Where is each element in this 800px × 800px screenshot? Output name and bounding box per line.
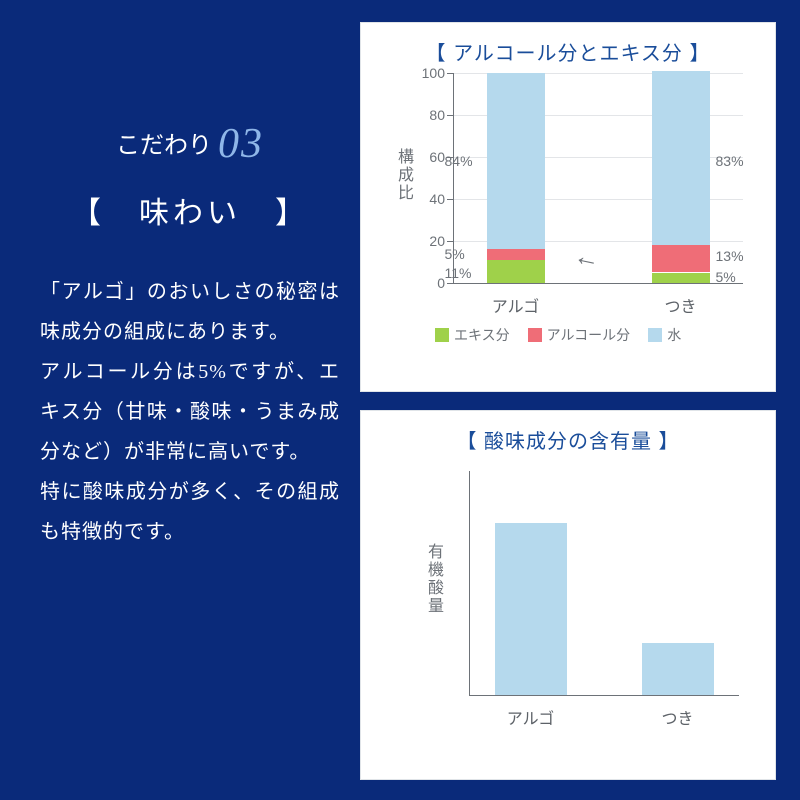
kodawari-number: 03 xyxy=(218,121,264,167)
chart1-plot: 020406080100構成比アルゴ11%5%84%つき5%13%83%← xyxy=(453,73,743,283)
chart2-title: 【 酸味成分の含有量 】 xyxy=(361,411,775,454)
y-axis xyxy=(469,471,470,695)
ytick-label: 20 xyxy=(429,233,445,249)
ajiwai-heading: 【 味わい 】 xyxy=(40,188,340,232)
x-category-label: つき xyxy=(661,705,693,729)
x-axis xyxy=(453,283,743,284)
arrow-icon: ← xyxy=(571,241,603,276)
chart1-legend: エキス分 アルコール分 水 xyxy=(435,325,681,345)
legend-item: エキス分 xyxy=(435,325,510,345)
bar-value-label: 84% xyxy=(445,153,473,169)
legend-label: エキス分 xyxy=(454,325,510,345)
x-axis xyxy=(469,695,739,696)
bar-segment xyxy=(487,249,545,260)
legend-item: アルコール分 xyxy=(528,325,631,345)
x-category-label: アルゴ xyxy=(507,705,555,729)
bar-value-label: 11% xyxy=(445,265,472,281)
legend-swatch xyxy=(648,328,662,342)
bar xyxy=(642,643,714,695)
kodawari-heading: こだわり03 xyxy=(40,120,340,168)
ytick-label: 80 xyxy=(429,107,445,123)
ytick-label: 40 xyxy=(429,191,445,207)
bar-segment xyxy=(652,71,710,245)
bar-segment xyxy=(652,273,710,284)
chart2-plot: 有機酸量アルゴつき xyxy=(469,471,739,695)
legend-label: 水 xyxy=(667,325,681,345)
chart2-ylabel: 有機酸量 xyxy=(421,543,445,615)
bar-value-label: 13% xyxy=(716,248,744,264)
chart1-title: 【 アルコール分とエキス分 】 xyxy=(361,23,775,66)
ytick-label: 60 xyxy=(429,149,445,165)
legend-swatch xyxy=(528,328,542,342)
legend-label: アルコール分 xyxy=(547,325,631,345)
bar-value-label: 5% xyxy=(716,269,736,285)
kodawari-label: こだわり xyxy=(116,133,212,159)
x-category-label: アルゴ xyxy=(492,293,540,317)
bar-segment xyxy=(487,73,545,249)
bar-value-label: 5% xyxy=(445,246,465,262)
chart1-ylabel: 構成比 xyxy=(391,148,415,202)
bar-segment xyxy=(652,245,710,272)
left-column: こだわり03 【 味わい 】 「アルゴ」のおいしさの秘密は味成分の組成にあります… xyxy=(40,120,340,552)
legend-swatch xyxy=(435,328,449,342)
x-category-label: つき xyxy=(664,293,696,317)
chart-composition: 【 アルコール分とエキス分 】 020406080100構成比アルゴ11%5%8… xyxy=(360,22,776,392)
legend-item: 水 xyxy=(648,325,681,345)
ytick-label: 100 xyxy=(422,65,445,81)
bar-value-label: 83% xyxy=(716,153,744,169)
chart-acidity: 【 酸味成分の含有量 】 有機酸量アルゴつき xyxy=(360,410,776,780)
bar xyxy=(495,523,567,695)
body-paragraph: 「アルゴ」のおいしさの秘密は味成分の組成にあります。アルコール分は5%ですが、エ… xyxy=(40,272,340,552)
bar-segment xyxy=(487,260,545,283)
